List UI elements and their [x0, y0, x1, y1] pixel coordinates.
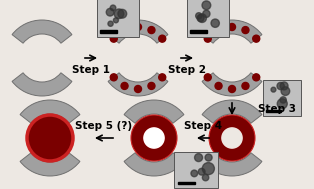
Circle shape — [159, 74, 166, 81]
Circle shape — [191, 170, 198, 177]
Wedge shape — [12, 20, 72, 43]
Circle shape — [229, 85, 236, 92]
Wedge shape — [108, 73, 168, 96]
Circle shape — [281, 87, 290, 95]
Circle shape — [148, 27, 155, 34]
Bar — [177, 181, 195, 184]
Circle shape — [277, 82, 284, 90]
Text: Step 4: Step 4 — [184, 121, 222, 131]
Text: Step 2: Step 2 — [168, 65, 206, 75]
Circle shape — [148, 82, 155, 89]
Circle shape — [280, 82, 288, 90]
Circle shape — [253, 74, 260, 81]
Circle shape — [195, 154, 203, 162]
Circle shape — [134, 23, 142, 30]
Circle shape — [215, 27, 222, 34]
Wedge shape — [20, 153, 80, 176]
Wedge shape — [202, 73, 262, 96]
Circle shape — [121, 82, 128, 89]
Circle shape — [110, 5, 116, 11]
Text: Step 3: Step 3 — [258, 104, 296, 114]
Bar — [100, 30, 117, 33]
Circle shape — [242, 27, 249, 34]
Circle shape — [144, 128, 164, 148]
Circle shape — [222, 128, 242, 148]
Wedge shape — [124, 100, 184, 123]
Wedge shape — [202, 100, 262, 123]
Wedge shape — [124, 153, 184, 176]
Wedge shape — [20, 100, 80, 123]
Circle shape — [202, 174, 209, 181]
Bar — [187, 0, 229, 37]
Bar — [174, 152, 218, 188]
Circle shape — [229, 23, 236, 30]
Wedge shape — [131, 115, 177, 161]
Circle shape — [205, 154, 212, 161]
Circle shape — [110, 35, 117, 42]
Circle shape — [277, 99, 287, 109]
Circle shape — [113, 18, 118, 23]
Wedge shape — [202, 153, 262, 176]
Wedge shape — [202, 20, 262, 43]
Circle shape — [121, 27, 128, 34]
Circle shape — [134, 85, 142, 92]
Circle shape — [110, 74, 117, 81]
Circle shape — [202, 163, 214, 175]
Circle shape — [197, 15, 204, 22]
Bar — [190, 30, 207, 33]
Circle shape — [159, 35, 166, 42]
Wedge shape — [12, 73, 72, 96]
Circle shape — [202, 1, 211, 10]
Wedge shape — [209, 115, 255, 161]
Circle shape — [196, 13, 202, 19]
Circle shape — [204, 35, 211, 42]
Wedge shape — [108, 20, 168, 43]
Circle shape — [271, 87, 276, 92]
Bar — [266, 109, 281, 112]
Circle shape — [280, 97, 286, 103]
Circle shape — [27, 115, 73, 161]
Circle shape — [215, 82, 222, 89]
Circle shape — [242, 82, 249, 89]
Bar — [263, 80, 301, 116]
Circle shape — [211, 19, 219, 27]
Circle shape — [204, 74, 211, 81]
Circle shape — [198, 168, 205, 175]
Circle shape — [114, 9, 124, 19]
Circle shape — [118, 9, 127, 18]
Text: Step 1: Step 1 — [72, 65, 110, 75]
Circle shape — [198, 14, 206, 22]
Circle shape — [106, 8, 114, 16]
Circle shape — [203, 10, 210, 17]
Circle shape — [253, 35, 260, 42]
Circle shape — [108, 21, 113, 26]
Text: Step 5 (?): Step 5 (?) — [75, 121, 133, 131]
Bar — [97, 0, 139, 37]
